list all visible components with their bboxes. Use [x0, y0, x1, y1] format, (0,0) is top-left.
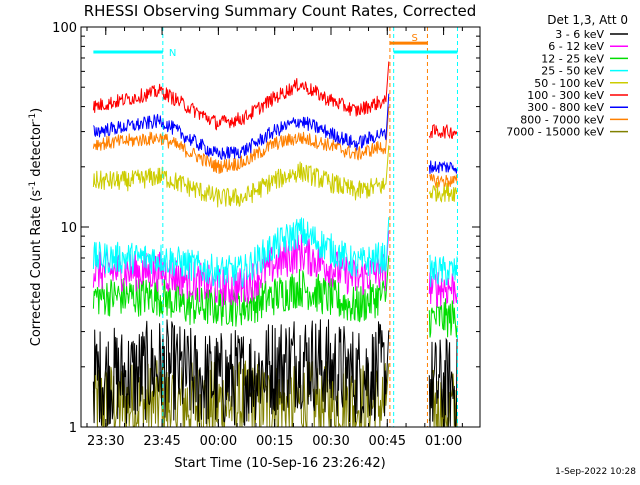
- y-tick-label-2: 10: [60, 221, 77, 236]
- y-axis-label-main: Corrected Count Rate (s: [29, 190, 44, 347]
- series-late-line-3to6keV: [428, 337, 458, 428]
- legend-label-1: 3 - 6 keV: [555, 28, 604, 41]
- y-axis-label-exponent-2: -1: [28, 113, 38, 122]
- series-late-line-300to800keV: [428, 160, 458, 174]
- series-late-line-800to7000keV: [429, 173, 458, 188]
- series-line-300to800keV: [93, 93, 390, 160]
- series-line-6to12keV: [92, 230, 390, 307]
- legend-header: Det 1,3, Att 0: [547, 13, 628, 27]
- legend-label-4: 25 - 50 keV: [541, 65, 604, 78]
- y-tick-label-1: 1: [69, 421, 77, 436]
- x-tick-label-3: 00:00: [200, 434, 237, 449]
- annotation-label-n: N: [169, 48, 176, 59]
- y-axis-label: Corrected Count Rate (s-1 detector-1): [28, 108, 44, 346]
- y-axis-label-middle: detector: [29, 121, 44, 181]
- series-line-3to6keV: [92, 319, 390, 426]
- legend-label-3: 12 - 25 keV: [541, 52, 604, 65]
- series-late-line-25to50keV: [428, 254, 458, 288]
- series-line-12to25keV: [92, 255, 390, 327]
- series-line-100to300keV: [92, 61, 390, 131]
- legend-label-7: 300 - 800 keV: [527, 101, 604, 114]
- series-line-50to100keV: [92, 145, 390, 208]
- y-axis-label-exponent-1: -1: [28, 181, 38, 190]
- legend-label-8: 800 - 7000 keV: [520, 113, 604, 126]
- x-tick-label-2: 23:45: [143, 434, 180, 449]
- axes: 1 10 100 23:30 23:45 00:00 00:15 00:30 00:45 01:0…: [52, 21, 480, 449]
- legend-label-5: 50 - 100 keV: [534, 77, 604, 90]
- chart-title: RHESSI Observing Summary Count Rates, Co…: [84, 2, 477, 20]
- series-line-25to50keV: [92, 217, 390, 288]
- series-line-800to7000keV: [92, 106, 390, 174]
- x-tick-label-7: 01:00: [425, 434, 462, 449]
- legend-label-9: 7000 - 15000 keV: [506, 126, 604, 139]
- footer-date: 1-Sep-2022 10:28: [555, 467, 636, 477]
- series-late-line-12to25keV: [428, 298, 458, 338]
- x-axis-label: Start Time (10-Sep-16 23:26:42): [174, 456, 385, 471]
- x-tick-label-5: 00:30: [312, 434, 349, 449]
- legend-label-6: 100 - 300 keV: [527, 89, 604, 102]
- annotation-label-s: S: [411, 33, 417, 44]
- x-tick-label-1: 23:30: [87, 434, 124, 449]
- y-axis-label-end: ): [29, 108, 44, 113]
- legend-label-2: 6 - 12 keV: [548, 40, 604, 53]
- y-tick-label-3: 100: [52, 21, 77, 36]
- x-tick-label-6: 00:45: [369, 434, 406, 449]
- series-late-line-100to300keV: [428, 123, 458, 140]
- x-tick-label-4: 00:15: [256, 434, 293, 449]
- plot-area: NS: [92, 27, 458, 428]
- series-late-line-50to100keV: [428, 182, 458, 203]
